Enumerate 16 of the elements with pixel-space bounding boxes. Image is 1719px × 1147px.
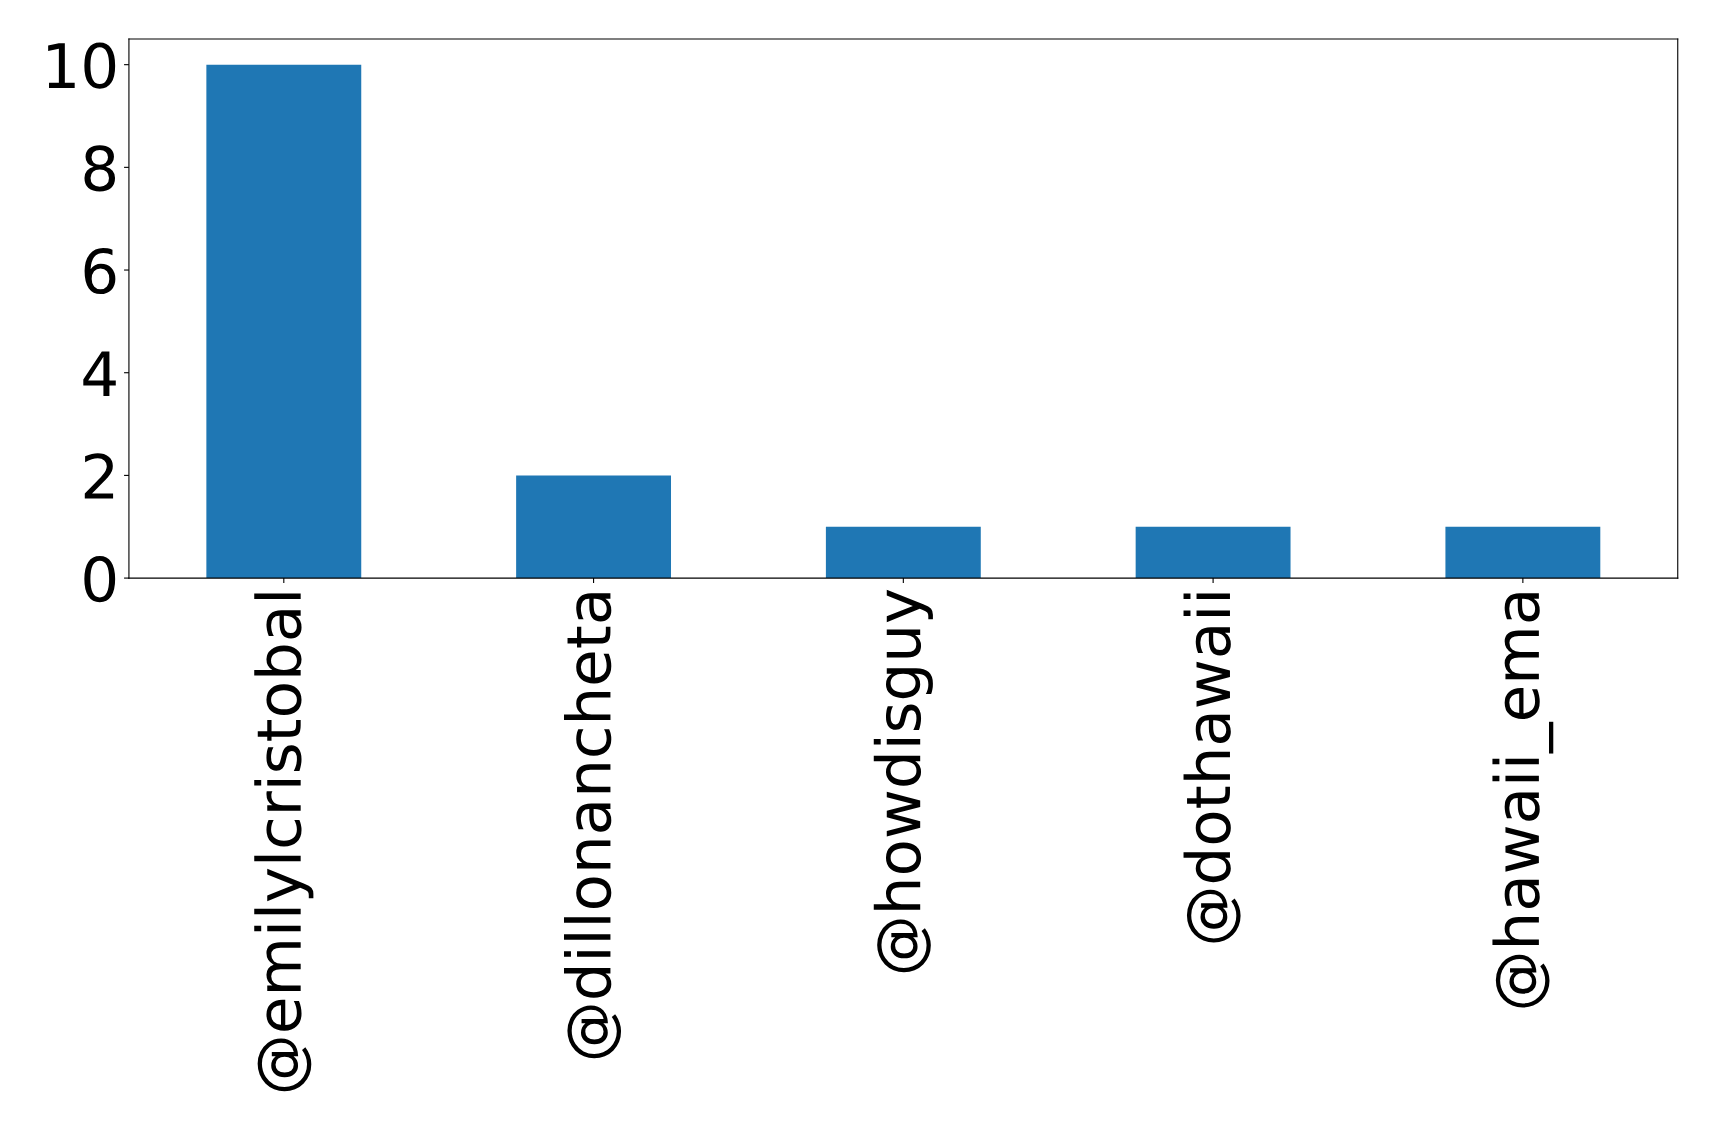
y-tick-label: 2 (84, 453, 114, 499)
bar (825, 526, 981, 579)
y-tick-label: 6 (84, 247, 116, 295)
bar (1445, 526, 1601, 579)
bar (1135, 526, 1291, 579)
y-tick-label: 0 (84, 555, 116, 603)
x-tick-label: @emilylcristobal (254, 593, 314, 1092)
y-tick-label: 8 (84, 145, 116, 192)
x-tick-label: @dothawaii (1183, 593, 1241, 943)
y-tick-label: 10 (48, 42, 116, 89)
x-tick-label: @hawaii_ema (1492, 593, 1554, 1008)
x-tick-label: @howdisguy (873, 589, 933, 973)
bar (516, 475, 672, 579)
bar (206, 64, 362, 579)
x-tick-label: @dillonancheta (564, 593, 622, 1059)
y-tick-label: 4 (83, 351, 116, 396)
